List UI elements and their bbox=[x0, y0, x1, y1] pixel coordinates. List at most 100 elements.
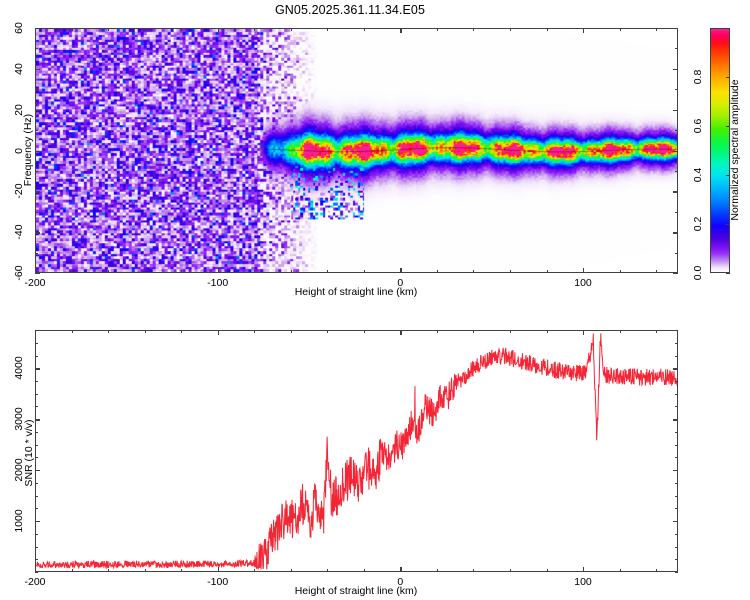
x-minor-tick bbox=[619, 28, 621, 31]
y-minor-tick bbox=[35, 380, 38, 382]
x-major-tick bbox=[400, 28, 402, 33]
x-minor-tick bbox=[144, 569, 146, 572]
x-major-tick bbox=[400, 567, 402, 572]
x-major-tick bbox=[400, 268, 402, 273]
x-major-tick bbox=[217, 330, 220, 335]
y-minor-tick bbox=[35, 330, 38, 332]
x-major-tick bbox=[35, 330, 37, 335]
y-minor-tick bbox=[675, 546, 678, 548]
x-minor-tick bbox=[290, 270, 292, 273]
y-major-tick bbox=[35, 232, 40, 234]
snr-line bbox=[36, 333, 677, 570]
y-minor-tick bbox=[35, 508, 38, 510]
x-minor-tick bbox=[363, 270, 365, 273]
y-minor-tick bbox=[675, 48, 678, 50]
colorbar-label: Normalized spectral amplitude bbox=[729, 79, 741, 221]
x-minor-tick bbox=[363, 569, 365, 572]
x-minor-tick bbox=[619, 330, 621, 333]
x-minor-tick bbox=[436, 569, 438, 572]
y-minor-tick bbox=[675, 252, 678, 254]
x-major-tick bbox=[35, 567, 37, 572]
y-minor-tick bbox=[675, 330, 678, 332]
x-minor-tick bbox=[254, 28, 256, 31]
y-minor-tick bbox=[35, 559, 38, 561]
y-tick-label: 40 bbox=[13, 62, 25, 75]
x-minor-tick bbox=[71, 330, 73, 333]
y-tick-label: 60 bbox=[13, 22, 25, 34]
x-minor-tick bbox=[473, 330, 475, 333]
x-minor-tick bbox=[656, 569, 658, 572]
y-minor-tick bbox=[35, 355, 38, 357]
y-minor-tick bbox=[675, 444, 678, 446]
colorbar-tick-label: 0.0 bbox=[692, 265, 704, 281]
y-minor-tick bbox=[675, 406, 678, 408]
x-minor-tick bbox=[546, 569, 548, 572]
y-minor-tick bbox=[675, 559, 678, 561]
y-minor-tick bbox=[35, 431, 38, 433]
y-major-tick bbox=[673, 368, 678, 370]
y-minor-tick bbox=[35, 211, 38, 213]
spectrogram-image bbox=[36, 29, 677, 272]
y-minor-tick bbox=[35, 170, 38, 172]
x-minor-tick bbox=[509, 28, 511, 31]
y-minor-tick bbox=[675, 170, 678, 172]
x-minor-tick bbox=[436, 28, 438, 31]
colorbar bbox=[710, 28, 730, 273]
y-minor-tick bbox=[675, 355, 678, 357]
y-minor-tick bbox=[35, 457, 38, 459]
x-minor-tick bbox=[509, 569, 511, 572]
colorbar-tick bbox=[726, 224, 730, 226]
x-minor-tick bbox=[327, 270, 329, 273]
x-minor-tick bbox=[436, 270, 438, 273]
colorbar-tick bbox=[726, 175, 730, 177]
y-minor-tick bbox=[675, 342, 678, 344]
y-minor-tick bbox=[675, 508, 678, 510]
y-minor-tick bbox=[675, 130, 678, 132]
x-minor-tick bbox=[656, 330, 658, 333]
y-major-tick bbox=[35, 150, 40, 152]
x-minor-tick bbox=[327, 28, 329, 31]
y-major-tick bbox=[35, 273, 40, 275]
x-minor-tick bbox=[473, 28, 475, 31]
y-minor-tick bbox=[35, 546, 38, 548]
x-minor-tick bbox=[71, 28, 73, 31]
y-minor-tick bbox=[35, 342, 38, 344]
x-major-tick bbox=[583, 567, 585, 572]
y-minor-tick bbox=[35, 406, 38, 408]
y-major-tick bbox=[35, 419, 40, 421]
x-major-tick bbox=[583, 268, 585, 273]
snr-xlabel: Height of straight line (km) bbox=[294, 585, 418, 597]
x-minor-tick bbox=[254, 270, 256, 273]
x-major-tick bbox=[583, 330, 585, 335]
y-major-tick bbox=[673, 419, 678, 421]
y-major-tick bbox=[673, 232, 678, 234]
x-minor-tick bbox=[254, 330, 256, 333]
x-minor-tick bbox=[108, 330, 110, 333]
spectrogram-axes bbox=[35, 28, 678, 273]
y-minor-tick bbox=[675, 572, 678, 574]
x-tick-label: -100 bbox=[207, 576, 229, 588]
x-minor-tick bbox=[436, 330, 438, 333]
y-minor-tick bbox=[675, 495, 678, 497]
y-minor-tick bbox=[35, 572, 38, 574]
x-minor-tick bbox=[290, 330, 292, 333]
page-title: GN05.2025.361.11.34.E05 bbox=[274, 3, 426, 17]
y-major-tick bbox=[673, 191, 678, 193]
y-major-tick bbox=[35, 368, 40, 370]
y-major-tick bbox=[35, 521, 40, 523]
y-major-tick bbox=[673, 521, 678, 523]
y-minor-tick bbox=[35, 444, 38, 446]
y-major-tick bbox=[35, 28, 40, 30]
x-major-tick bbox=[35, 268, 37, 273]
y-minor-tick bbox=[35, 130, 38, 132]
x-minor-tick bbox=[181, 330, 183, 333]
x-minor-tick bbox=[546, 28, 548, 31]
x-tick-label: 0 bbox=[397, 576, 404, 588]
x-minor-tick bbox=[473, 569, 475, 572]
colorbar-tick-label: 0.4 bbox=[692, 167, 704, 183]
spectrogram-xlabel: Height of straight line (km) bbox=[294, 286, 418, 298]
snr-ylabel: SNR (10 * v/v) bbox=[23, 419, 35, 487]
y-tick-label: 1000 bbox=[13, 509, 25, 533]
x-minor-tick bbox=[290, 28, 292, 31]
x-major-tick bbox=[35, 28, 37, 33]
